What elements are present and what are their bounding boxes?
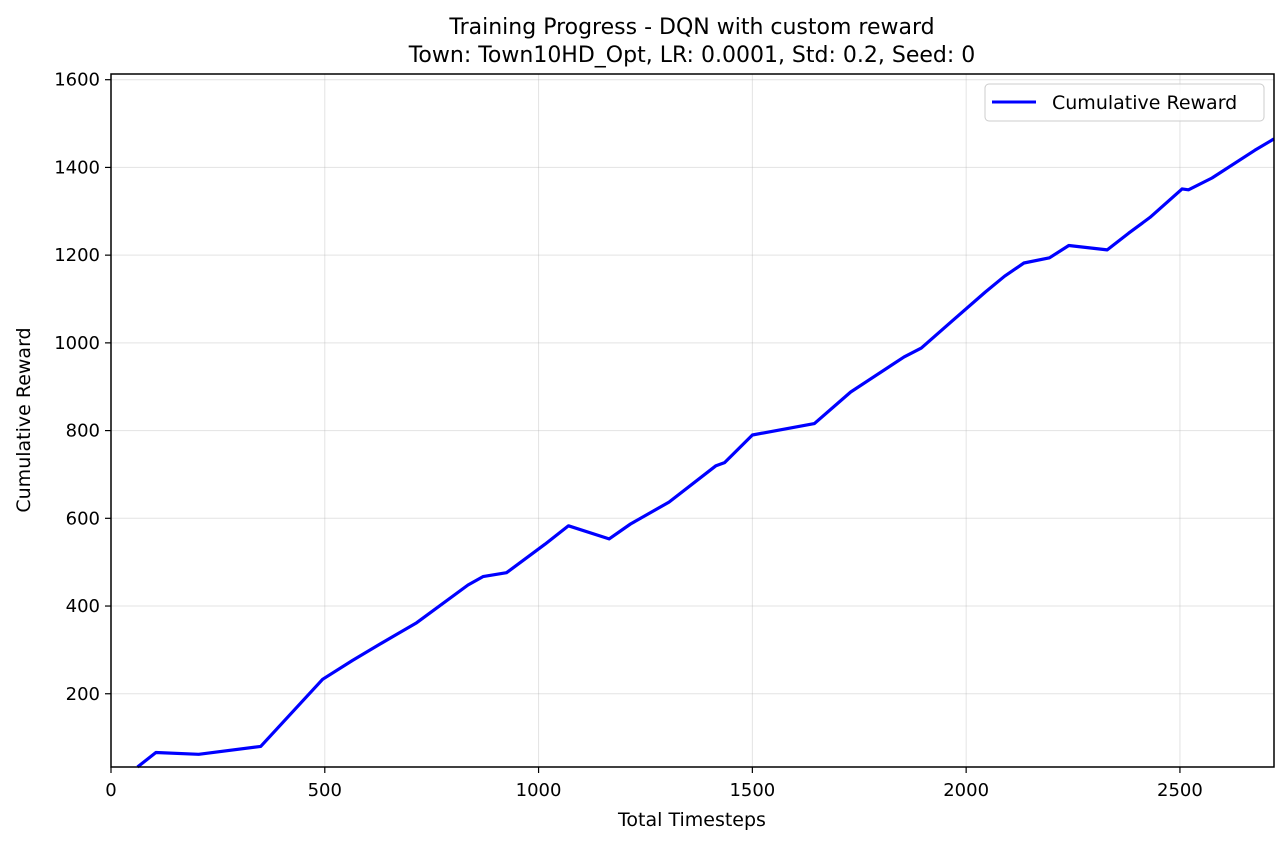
ticks: 0 500 1000 1500 2000 2500 200 400 600 800 1000 1200…	[54, 70, 1203, 801]
x-tick-label: 500	[308, 780, 342, 801]
y-tick-label: 1600	[54, 70, 100, 91]
y-tick-label: 800	[66, 421, 100, 442]
x-axis-label: Total Timesteps	[617, 809, 766, 831]
y-axis-label: Cumulative Reward	[13, 327, 35, 512]
y-tick-label: 400	[66, 596, 100, 617]
chart-title: Training Progress - DQN with custom rewa…	[448, 15, 934, 40]
chart-subtitle: Town: Town10HD_Opt, LR: 0.0001, Std: 0.2…	[408, 43, 976, 68]
y-tick-label: 1000	[54, 333, 100, 354]
x-tick-label: 2000	[943, 780, 989, 801]
series-layer	[136, 137, 1275, 769]
grid	[110, 74, 1274, 767]
y-tick-label: 200	[66, 684, 100, 705]
plot-frame	[110, 73, 1275, 768]
legend-box	[984, 83, 1265, 122]
y-tick-label: 1200	[54, 245, 100, 266]
series-line-cumulative-reward	[136, 137, 1275, 769]
x-tick-label: 2500	[1157, 780, 1203, 801]
y-tick-label: 1400	[54, 157, 100, 178]
x-tick-label: 0	[105, 780, 116, 801]
y-tick-label: 600	[66, 508, 100, 529]
legend: Cumulative Reward	[984, 83, 1265, 122]
x-tick-label: 1000	[516, 780, 562, 801]
legend-label: Cumulative Reward	[1052, 92, 1237, 114]
x-tick-label: 1500	[729, 780, 775, 801]
